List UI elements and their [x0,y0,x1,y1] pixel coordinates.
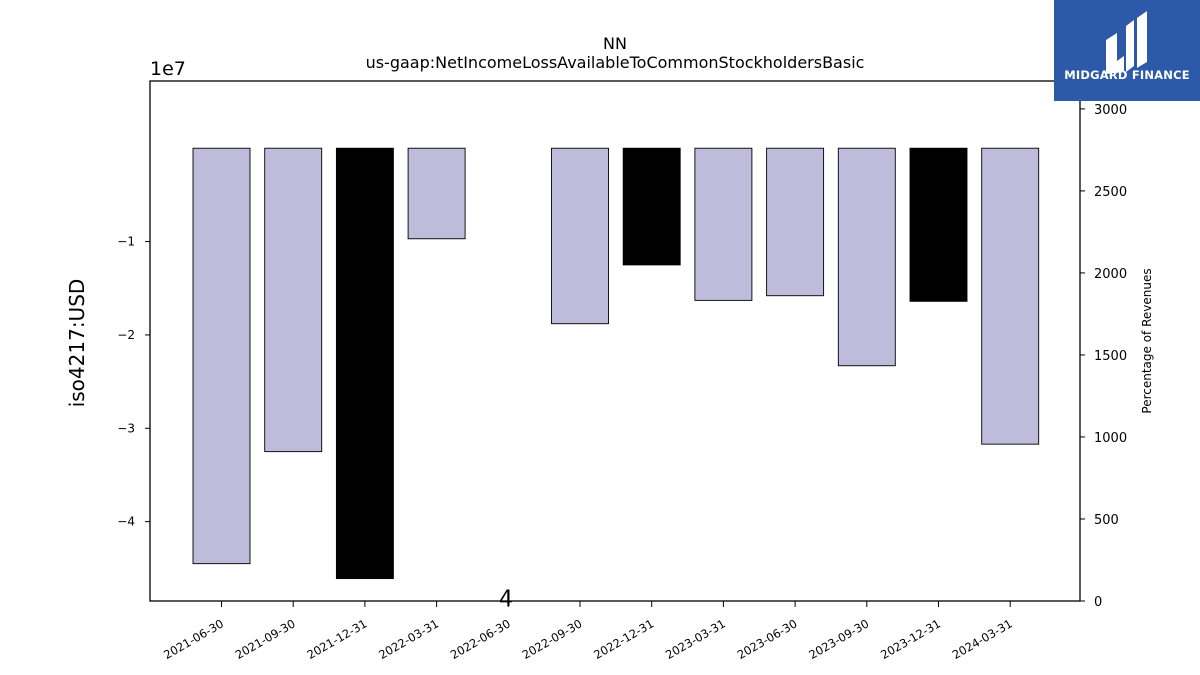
logo-text: MIDGARD FINANCE [1064,68,1190,82]
midgard-finance-logo: MIDGARD FINANCE [1054,0,1200,101]
x-tick-label: 2022-06-30 [448,616,513,662]
y2-tick-label: 3000 [1094,103,1127,118]
y-offset-label: 1e7 [150,58,186,80]
x-tick-label: 2023-09-30 [806,616,871,662]
bar [407,147,466,240]
y-tick-label: −3 [117,421,135,435]
y2-tick-label: 1500 [1094,349,1127,364]
y-tick-label: −4 [117,515,135,529]
y-axis-label: iso4217:USD [65,279,89,408]
bar [622,147,681,266]
x-tick-label: 2023-12-31 [878,616,943,662]
bars-group [192,147,1040,580]
bar [335,147,394,580]
y2-axis-ticks: 0 500 1000 1500 2000 2500 3000 [1080,103,1127,610]
x-tick-label: 2021-09-30 [233,616,298,662]
y2-tick-label: 500 [1094,513,1119,528]
bar [264,147,323,453]
bar [981,147,1040,445]
chart-title: NN [603,34,627,53]
plot-frame [149,80,1081,602]
x-tick-label: 2022-09-30 [520,616,585,662]
x-tick-label: 2021-06-30 [161,616,226,662]
logo-mark-icon [1106,11,1147,74]
x-tick-label: 2024-03-31 [950,616,1015,662]
chart-subtitle: us-gaap:NetIncomeLossAvailableToCommonSt… [366,53,865,72]
bar [837,147,896,367]
bar [766,147,825,297]
bar [909,147,968,302]
bar [694,147,753,301]
bar [551,147,609,325]
y2-tick-label: 0 [1094,595,1102,610]
x-tick-label: 2022-03-31 [376,616,441,662]
y2-tick-label: 2500 [1094,185,1127,200]
y2-tick-label: 1000 [1094,431,1127,446]
y-axis-ticks: −4 −3 −2 −1 [117,235,150,529]
y2-axis-label: Percentage of Revenues [1140,268,1154,413]
y-tick-label: −2 [117,328,135,342]
x-tick-label: 2021-12-31 [305,616,370,662]
annotation-text: 4 [499,587,513,612]
x-axis-ticks: 2021-06-30 2021-09-30 2021-12-31 2022-03-31… [161,601,1015,662]
x-tick-label: 2023-06-30 [735,616,800,662]
bar [192,147,251,565]
y-tick-label: −1 [117,235,135,249]
x-tick-label: 2023-03-31 [663,616,728,662]
x-tick-label: 2022-12-31 [591,616,656,662]
y2-tick-label: 2000 [1094,267,1127,282]
